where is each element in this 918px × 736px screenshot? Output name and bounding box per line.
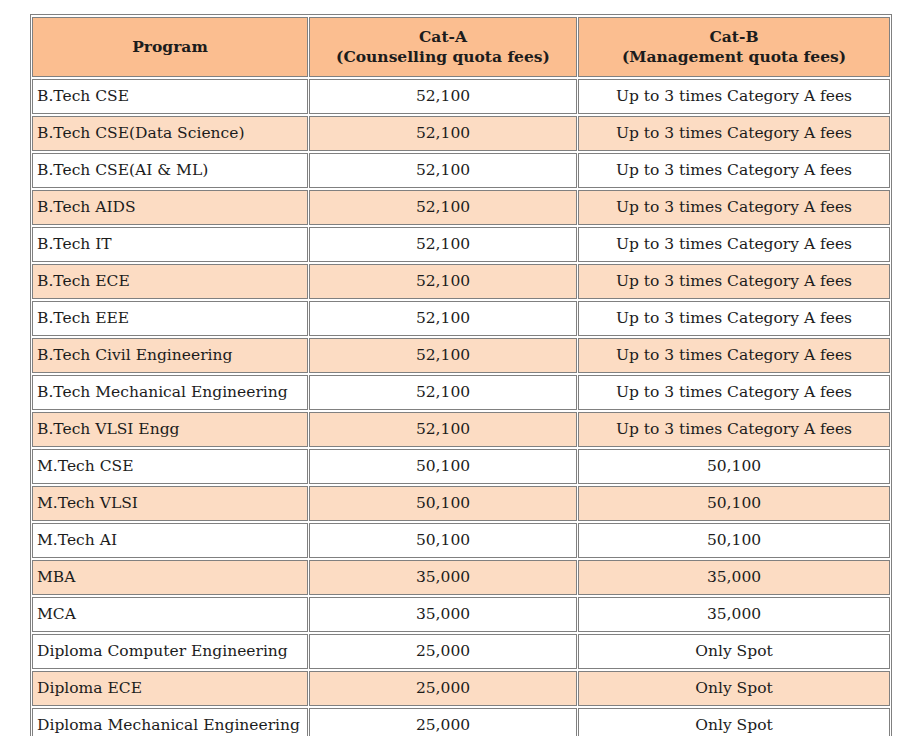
table-row: M.Tech CSE50,10050,100 (32, 449, 890, 484)
cat-a-cell: 25,000 (309, 634, 577, 669)
table-row: B.Tech Civil Engineering52,100Up to 3 ti… (32, 338, 890, 373)
table-row: MCA35,00035,000 (32, 597, 890, 632)
cat-a-cell: 50,100 (309, 523, 577, 558)
cat-b-cell: Up to 3 times Category A fees (578, 190, 890, 225)
cat-b-cell: Up to 3 times Category A fees (578, 116, 890, 151)
column-header-cat-b-subtitle: (Management quota fees) (583, 47, 885, 67)
cat-a-cell: 52,100 (309, 227, 577, 262)
cat-b-cell: 35,000 (578, 597, 890, 632)
table-row: Diploma Mechanical Engineering25,000Only… (32, 708, 890, 736)
program-cell: B.Tech AIDS (32, 190, 308, 225)
program-cell: B.Tech EEE (32, 301, 308, 336)
cat-b-cell: Up to 3 times Category A fees (578, 227, 890, 262)
program-cell: M.Tech CSE (32, 449, 308, 484)
fees-table: Program Cat-A (Counselling quota fees) C… (30, 14, 892, 736)
program-cell: Diploma ECE (32, 671, 308, 706)
cat-a-cell: 52,100 (309, 375, 577, 410)
column-header-program-label: Program (37, 37, 303, 57)
column-header-cat-a: Cat-A (Counselling quota fees) (309, 17, 577, 77)
program-cell: B.Tech Mechanical Engineering (32, 375, 308, 410)
table-row: M.Tech AI50,10050,100 (32, 523, 890, 558)
cat-b-cell: Up to 3 times Category A fees (578, 412, 890, 447)
table-header: Program Cat-A (Counselling quota fees) C… (32, 17, 890, 77)
table-row: Diploma ECE25,000Only Spot (32, 671, 890, 706)
cat-a-cell: 52,100 (309, 79, 577, 114)
cat-b-cell: 50,100 (578, 449, 890, 484)
table-row: B.Tech ECE52,100Up to 3 times Category A… (32, 264, 890, 299)
program-cell: M.Tech VLSI (32, 486, 308, 521)
table-row: B.Tech CSE(AI & ML)52,100Up to 3 times C… (32, 153, 890, 188)
cat-a-cell: 52,100 (309, 116, 577, 151)
cat-b-cell: Up to 3 times Category A fees (578, 153, 890, 188)
column-header-cat-a-subtitle: (Counselling quota fees) (314, 47, 572, 67)
cat-a-cell: 35,000 (309, 560, 577, 595)
cat-b-cell: Up to 3 times Category A fees (578, 338, 890, 373)
program-cell: B.Tech VLSI Engg (32, 412, 308, 447)
program-cell: MBA (32, 560, 308, 595)
table-row: B.Tech Mechanical Engineering52,100Up to… (32, 375, 890, 410)
fees-table-container: Program Cat-A (Counselling quota fees) C… (0, 0, 918, 736)
cat-b-cell: Up to 3 times Category A fees (578, 301, 890, 336)
table-row: B.Tech CSE(Data Science)52,100Up to 3 ti… (32, 116, 890, 151)
table-row: B.Tech AIDS52,100Up to 3 times Category … (32, 190, 890, 225)
cat-b-cell: Only Spot (578, 634, 890, 669)
program-cell: B.Tech Civil Engineering (32, 338, 308, 373)
table-row: Diploma Computer Engineering25,000Only S… (32, 634, 890, 669)
cat-b-cell: Up to 3 times Category A fees (578, 264, 890, 299)
column-header-program: Program (32, 17, 308, 77)
column-header-cat-b: Cat-B (Management quota fees) (578, 17, 890, 77)
cat-a-cell: 52,100 (309, 338, 577, 373)
cat-b-cell: Only Spot (578, 671, 890, 706)
cat-b-cell: 50,100 (578, 486, 890, 521)
cat-a-cell: 52,100 (309, 264, 577, 299)
cat-b-cell: Up to 3 times Category A fees (578, 375, 890, 410)
table-row: B.Tech VLSI Engg52,100Up to 3 times Cate… (32, 412, 890, 447)
program-cell: B.Tech CSE (32, 79, 308, 114)
column-header-cat-a-title: Cat-A (314, 27, 572, 47)
program-cell: B.Tech CSE(Data Science) (32, 116, 308, 151)
table-row: M.Tech VLSI50,10050,100 (32, 486, 890, 521)
cat-a-cell: 25,000 (309, 708, 577, 736)
program-cell: B.Tech ECE (32, 264, 308, 299)
cat-a-cell: 35,000 (309, 597, 577, 632)
header-row: Program Cat-A (Counselling quota fees) C… (32, 17, 890, 77)
table-row: B.Tech EEE52,100Up to 3 times Category A… (32, 301, 890, 336)
program-cell: MCA (32, 597, 308, 632)
program-cell: B.Tech CSE(AI & ML) (32, 153, 308, 188)
table-row: B.Tech CSE52,100Up to 3 times Category A… (32, 79, 890, 114)
program-cell: B.Tech IT (32, 227, 308, 262)
program-cell: Diploma Mechanical Engineering (32, 708, 308, 736)
cat-a-cell: 52,100 (309, 190, 577, 225)
cat-b-cell: 50,100 (578, 523, 890, 558)
table-row: MBA35,00035,000 (32, 560, 890, 595)
cat-a-cell: 52,100 (309, 301, 577, 336)
table-body: B.Tech CSE52,100Up to 3 times Category A… (32, 79, 890, 736)
cat-a-cell: 25,000 (309, 671, 577, 706)
cat-b-cell: Only Spot (578, 708, 890, 736)
cat-a-cell: 52,100 (309, 153, 577, 188)
program-cell: M.Tech AI (32, 523, 308, 558)
cat-b-cell: Up to 3 times Category A fees (578, 79, 890, 114)
table-row: B.Tech IT52,100Up to 3 times Category A … (32, 227, 890, 262)
column-header-cat-b-title: Cat-B (583, 27, 885, 47)
cat-b-cell: 35,000 (578, 560, 890, 595)
cat-a-cell: 50,100 (309, 486, 577, 521)
cat-a-cell: 50,100 (309, 449, 577, 484)
program-cell: Diploma Computer Engineering (32, 634, 308, 669)
cat-a-cell: 52,100 (309, 412, 577, 447)
